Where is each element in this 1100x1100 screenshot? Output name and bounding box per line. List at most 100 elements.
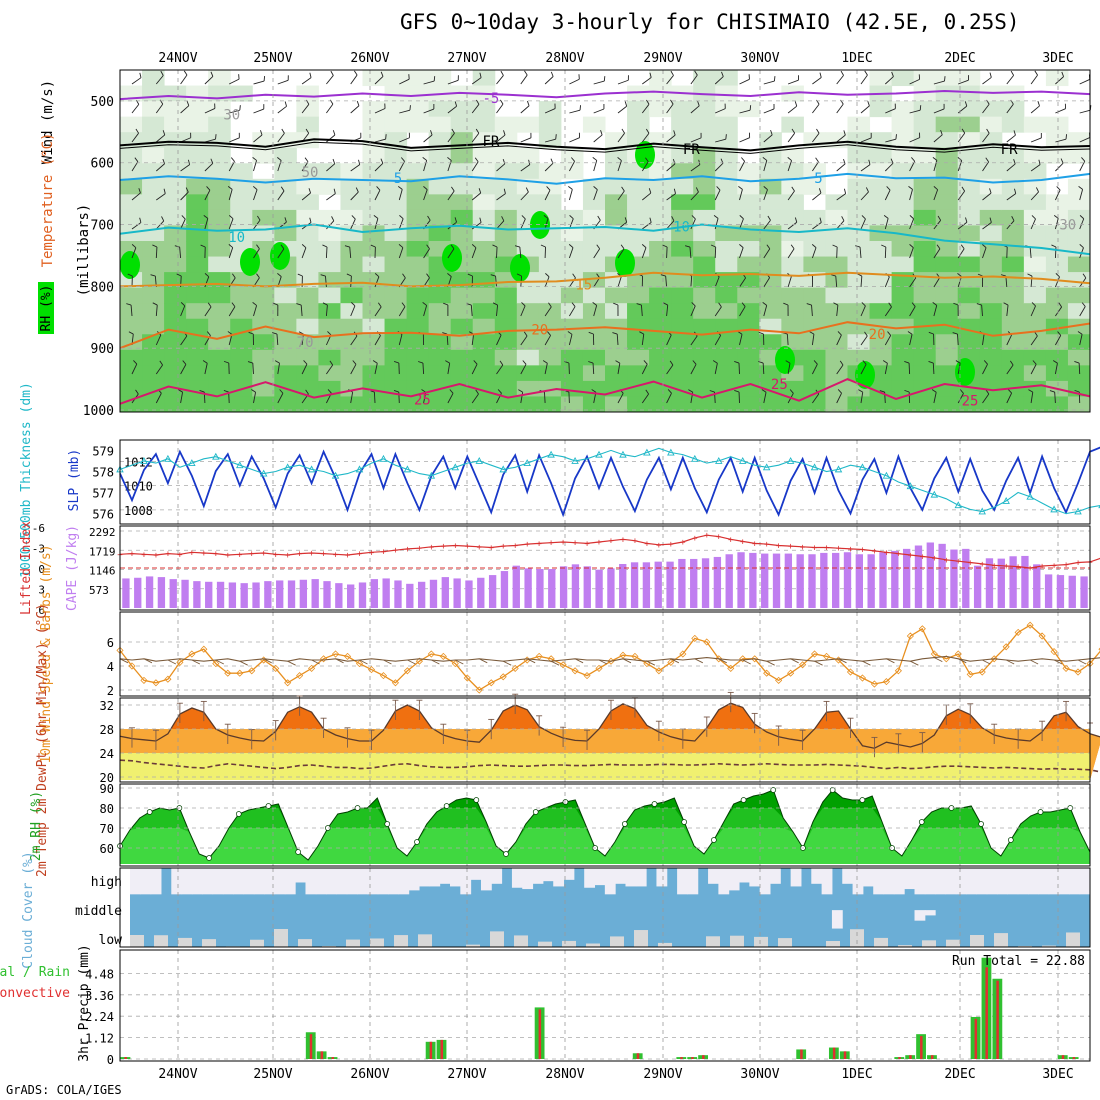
precip-conv-bar [920, 1036, 923, 1059]
wind-barb-flag [641, 244, 647, 248]
rh-cell [428, 147, 452, 164]
wind-barb [447, 105, 457, 114]
wind-barb-flag [309, 72, 312, 78]
li-marker: + [285, 551, 291, 561]
thickness-marker [1050, 505, 1058, 513]
wind-barb [326, 193, 336, 201]
wind-barb [593, 160, 598, 172]
wind-barb-line [119, 655, 1100, 662]
wind-barb-flag [785, 360, 791, 364]
thickness-tick-label: 579 [92, 444, 114, 458]
cape-bar [169, 579, 177, 608]
wind-barb [860, 137, 872, 143]
rh-cell [649, 365, 672, 382]
rh-cell [252, 349, 275, 366]
cloud-clear-cell [1048, 868, 1060, 895]
rh-cell [979, 225, 1003, 242]
wind-barb [1030, 392, 1034, 404]
wind-barb-flag [454, 101, 458, 107]
wind-barb-flag [816, 128, 820, 134]
wind-speed-marker [296, 672, 304, 680]
wind-barb-tick [239, 660, 248, 666]
wind-barb-flag [837, 389, 842, 394]
wind-barb [811, 334, 815, 346]
rh-cell [142, 241, 165, 258]
wind-barb [519, 247, 522, 259]
wind-barb-flag [985, 389, 990, 395]
rh-marker [473, 797, 480, 803]
wind-barb [204, 138, 216, 143]
cloud-clear-cell [708, 868, 719, 884]
rh-cell [582, 334, 606, 351]
rh-cell [230, 85, 253, 102]
rh-cell [671, 194, 694, 211]
li-marker: + [860, 546, 866, 556]
rh-cell [715, 70, 738, 87]
rh-cell [737, 396, 760, 413]
wind-barb [836, 193, 846, 201]
cloud-clear-cell [924, 868, 936, 895]
cloud-clear-cell [604, 868, 616, 895]
rh-marker [621, 821, 628, 827]
cloud-clear-cell [790, 868, 802, 887]
wind-barb-flag [353, 70, 358, 76]
rh-cell [649, 349, 672, 366]
wind-barb-flag [940, 129, 943, 135]
rh-marker [265, 803, 272, 809]
rh-cell [781, 209, 804, 226]
cloud-clear-cell [326, 868, 337, 895]
rh-cell [913, 303, 937, 320]
wind-barb-flag [426, 244, 430, 250]
rh-cell [671, 365, 694, 382]
rh-cell [516, 163, 540, 180]
li-marker: + [237, 550, 243, 560]
thickness-marker [571, 457, 579, 464]
wind-barb-flag [422, 157, 427, 161]
wind-barb [1055, 138, 1067, 143]
wind-barb-flag [837, 331, 842, 336]
rh-cell [649, 241, 672, 258]
x-tick-label-top: 30NOV [740, 51, 779, 66]
wind-barb [762, 362, 765, 375]
rh-cell [384, 349, 408, 366]
rh-cell [208, 70, 231, 87]
wind-barb [641, 132, 650, 143]
cape-bar [512, 565, 520, 608]
wind-barb [885, 108, 896, 114]
rh-cell [605, 178, 628, 195]
rh-cell [318, 396, 341, 413]
wind-barb-flag [284, 217, 287, 223]
rh-cell [1045, 349, 1069, 366]
thickness-line [119, 447, 1100, 515]
panel-frame [119, 439, 1091, 525]
rh-cell [340, 194, 363, 211]
cloud-clear-cell [150, 868, 162, 895]
rh-cell [516, 194, 540, 211]
rh-cell [869, 70, 893, 87]
cape-bar [500, 571, 509, 608]
wind-barb-flag [1077, 331, 1083, 335]
rh-cell [582, 365, 606, 382]
wind-barb [982, 103, 990, 114]
rh-cell [230, 349, 253, 366]
rh-tick-label: 70 [100, 822, 114, 836]
rh-cell [957, 225, 981, 242]
li-marker: + [908, 551, 914, 561]
wind-barb [252, 362, 254, 375]
wind-barb-flag [296, 303, 302, 306]
cloud-low-cell [634, 930, 648, 947]
wind-barb [569, 109, 581, 114]
wind-barb-flag [600, 130, 603, 136]
wind-barb [495, 276, 497, 288]
precip-conv-bar [1061, 1055, 1065, 1059]
rh-cell [538, 116, 562, 133]
rh-cell [428, 178, 452, 195]
wind-barb-flag [815, 157, 819, 163]
cloud-clear-cell [532, 868, 544, 884]
wind-barb-flag [867, 100, 870, 107]
rh-cell [252, 334, 275, 351]
wind-barb [350, 74, 358, 85]
rh-cell [1001, 85, 1025, 102]
